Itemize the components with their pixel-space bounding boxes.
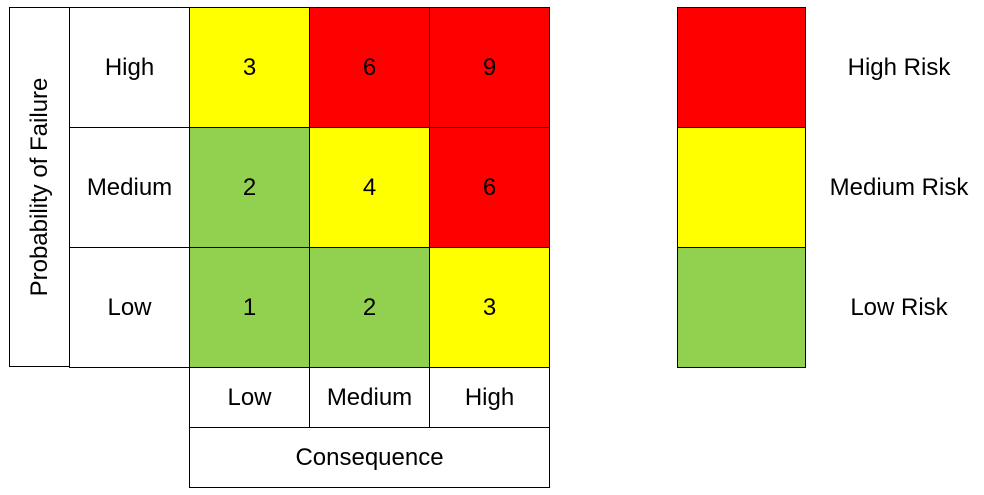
legend-swatch-medium [677,127,806,248]
matrix-cell-high-high: 9 [429,7,550,128]
col-label-medium: Medium [309,367,430,428]
matrix-cell-medium-low: 2 [189,127,310,248]
row-label-high: High [69,7,190,128]
row-label-low: Low [69,247,190,368]
legend-label-low: Low Risk [850,293,948,321]
legend-swatch-high [677,7,806,128]
row-label-medium: Medium [69,127,190,248]
col-label-high: High [429,367,550,428]
legend-label-high: High Risk [847,53,951,81]
matrix-cell-low-medium: 2 [309,247,430,368]
matrix-cell-high-medium: 6 [309,7,430,128]
legend-label-medium: Medium Risk [829,173,969,201]
matrix-cell-low-high: 3 [429,247,550,368]
matrix-cell-medium-medium: 4 [309,127,430,248]
x-axis-title: Consequence [189,427,550,488]
col-label-low: Low [189,367,310,428]
y-axis-title: Probability of Failure [25,77,53,297]
matrix-cell-medium-high: 6 [429,127,550,248]
legend-swatch-low [677,247,806,368]
matrix-cell-high-low: 3 [189,7,310,128]
matrix-cell-low-low: 1 [189,247,310,368]
y-axis-title-box: Probability of Failure [9,7,70,367]
